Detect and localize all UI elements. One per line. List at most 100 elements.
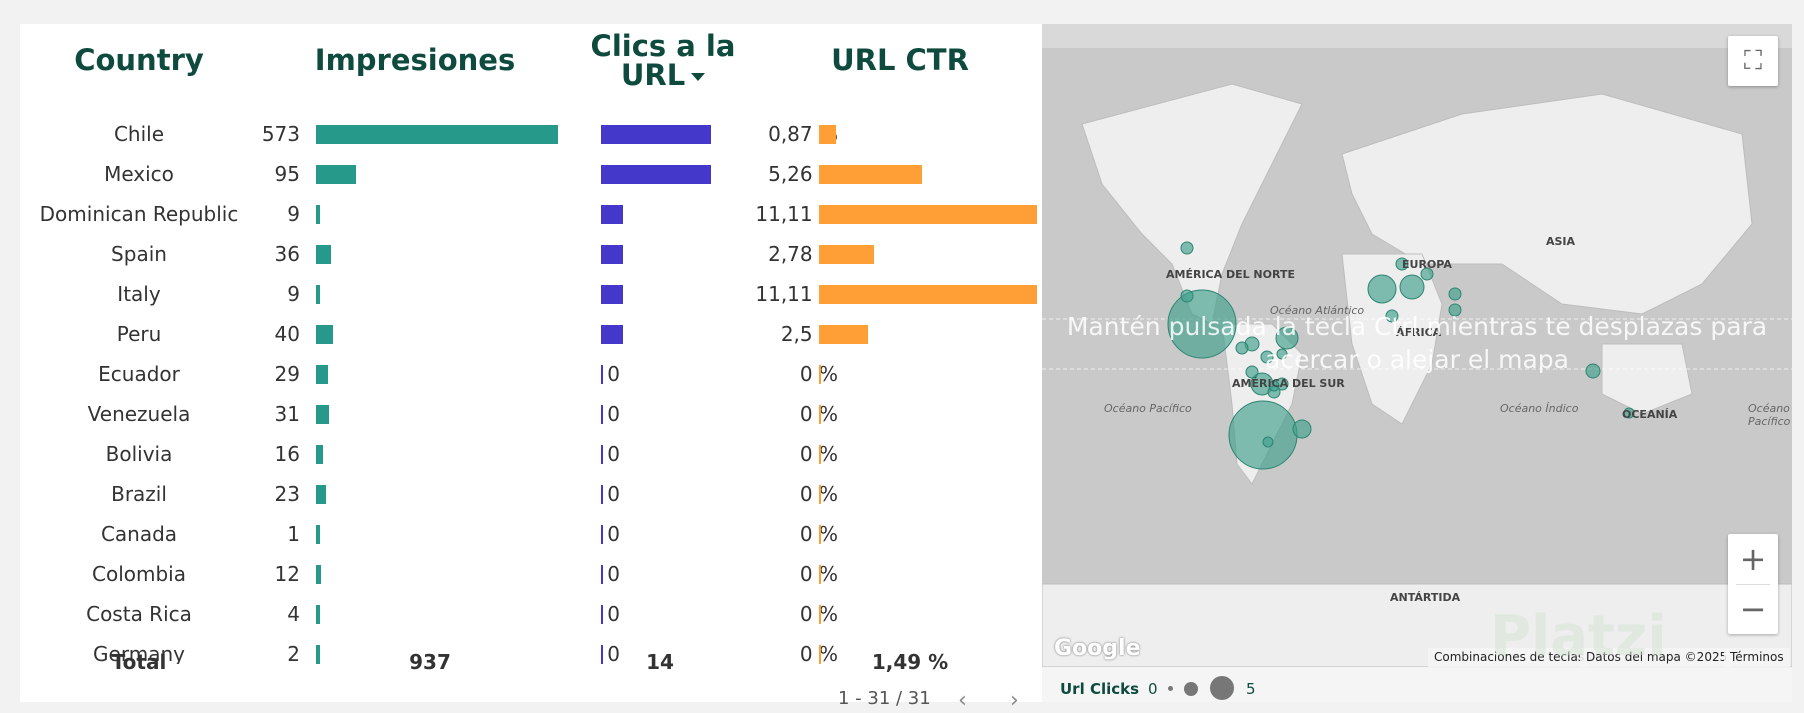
map-bubble[interactable]	[1228, 400, 1298, 470]
impressions-value: 9	[287, 282, 300, 306]
clicks-bar	[601, 485, 603, 504]
impressions-value: 1	[287, 522, 300, 546]
legend-max: 5	[1246, 680, 1256, 698]
table-row[interactable]: Italy9111,11 %	[20, 274, 1042, 314]
map-bubble[interactable]	[1448, 287, 1462, 301]
zoom-out-button[interactable]: −	[1739, 590, 1767, 629]
column-header-impressions[interactable]: Impresiones	[314, 43, 516, 77]
map-bubble[interactable]	[1385, 309, 1399, 323]
impressions-bar	[316, 165, 356, 184]
label-south-america: AMÉRICA DEL SUR	[1232, 377, 1345, 390]
ctr-bar	[819, 125, 836, 144]
impressions-value: 12	[274, 562, 300, 586]
table-row[interactable]: Venezuela 31 0 0 %	[20, 394, 1042, 434]
table-row[interactable]: Chile57350,87 %	[20, 114, 1042, 154]
impressions-bar	[316, 605, 320, 624]
impressions-bar	[316, 285, 320, 304]
map-bubble[interactable]	[1292, 419, 1312, 439]
map-bubble[interactable]	[1367, 274, 1397, 304]
impressions-bar	[316, 325, 333, 344]
prev-page-icon[interactable]: ‹	[958, 688, 967, 713]
table-row[interactable]: Brazil 23 0 0 %	[20, 474, 1042, 514]
impressions-value: 29	[274, 362, 300, 386]
impressions-bar	[316, 645, 320, 664]
table-row[interactable]: Peru4012,5 %	[20, 314, 1042, 354]
map-bubble[interactable]	[1235, 341, 1249, 355]
keyboard-shortcuts-link[interactable]: Combinaciones de teclas	[1428, 648, 1591, 667]
column-header-url-clicks[interactable]: Clics a la URL	[558, 32, 768, 90]
ctr-value: 0 %	[799, 402, 838, 426]
clicks-bar	[601, 445, 603, 464]
impressions-bar	[316, 125, 558, 144]
ctr-bar	[819, 165, 922, 184]
map-bubble[interactable]	[1262, 436, 1274, 448]
map-bubble[interactable]	[1180, 289, 1194, 303]
table-row[interactable]: Spain3612,78 %	[20, 234, 1042, 274]
clicks-bar	[601, 365, 603, 384]
map-bubble[interactable]	[1420, 267, 1434, 281]
map-data-attribution: Datos del mapa ©2025	[1580, 648, 1734, 667]
map-bubble[interactable]	[1585, 363, 1601, 379]
ctr-bar	[819, 525, 821, 544]
country-cell: Costa Rica	[86, 602, 192, 626]
clicks-bar	[601, 125, 711, 144]
map-bubble[interactable]	[1167, 289, 1237, 359]
zoom-in-button[interactable]: +	[1739, 539, 1767, 578]
clicks-value: 0	[607, 402, 620, 426]
map-bubble[interactable]	[1395, 257, 1409, 271]
clicks-value: 0	[607, 362, 620, 386]
map-bubble[interactable]	[1275, 326, 1299, 350]
antarctica-shape	[1042, 583, 1792, 667]
terms-link[interactable]: Términos	[1724, 648, 1790, 667]
label-north-america: AMÉRICA DEL NORTE	[1166, 268, 1295, 281]
table-row[interactable]: Germany 2 0 0 %	[20, 634, 1042, 664]
totals-impressions: 937	[409, 650, 451, 674]
map-bubble[interactable]	[1276, 348, 1288, 360]
map-bubble[interactable]	[1245, 365, 1259, 379]
table-row[interactable]: Ecuador 29 0 0 %	[20, 354, 1042, 394]
table-row[interactable]: Dominican Republic9111,11 %	[20, 194, 1042, 234]
label-asia: ASIA	[1546, 235, 1576, 248]
impressions-value: 4	[287, 602, 300, 626]
impressions-bar	[316, 205, 320, 224]
map-bubble[interactable]	[1260, 350, 1274, 364]
table-row[interactable]: Canada 1 0 0 %	[20, 514, 1042, 554]
legend-small-dot	[1168, 686, 1173, 691]
zoom-controls: + −	[1728, 534, 1778, 634]
clicks-value: 0	[607, 442, 620, 466]
map-bubble[interactable]	[1399, 274, 1425, 300]
pagination-range: 1 - 31 / 31	[838, 688, 931, 709]
map-bubble[interactable]	[1180, 241, 1194, 255]
clicks-bar	[601, 565, 603, 584]
column-header-url-ctr[interactable]: URL CTR	[831, 43, 969, 77]
label-oceania: OCEANÍA	[1622, 408, 1678, 421]
column-header-country[interactable]: Country	[74, 43, 204, 77]
map-legend: Url Clicks 0 5	[1042, 668, 1792, 702]
ctr-bar	[819, 445, 821, 464]
legend-medium-dot	[1184, 682, 1198, 696]
sort-desc-icon[interactable]	[691, 73, 706, 81]
table-row[interactable]: Mexico9555,26 %	[20, 154, 1042, 194]
impressions-value: 2	[287, 642, 300, 664]
impressions-value: 16	[274, 442, 300, 466]
bubble-map[interactable]: AMÉRICA DEL NORTE AMÉRICA DEL SUR EUROPA…	[1042, 24, 1792, 667]
north-america-shape	[1081, 83, 1303, 325]
country-cell: Canada	[100, 522, 178, 546]
country-cell: Ecuador	[98, 362, 180, 386]
ctr-bar	[819, 365, 821, 384]
table-row[interactable]: Colombia 12 0 0 %	[20, 554, 1042, 594]
map-bubble[interactable]	[1448, 303, 1462, 317]
country-cell: Peru	[116, 322, 162, 346]
ctr-bar	[819, 645, 821, 664]
table-row[interactable]: Bolivia 16 0 0 %	[20, 434, 1042, 474]
label-europe: EUROPA	[1402, 258, 1452, 271]
next-page-icon[interactable]: ›	[1010, 688, 1019, 713]
impressions-value: 573	[261, 122, 300, 146]
ctr-value: 0 %	[799, 362, 838, 386]
table-row[interactable]: Costa Rica 4 0 0 %	[20, 594, 1042, 634]
fullscreen-icon[interactable]: ⛶	[1728, 36, 1778, 86]
map-bubble[interactable]	[1268, 380, 1280, 392]
impressions-bar	[316, 405, 329, 424]
google-logo: Google	[1054, 636, 1141, 661]
map-bubble[interactable]	[1623, 407, 1635, 419]
